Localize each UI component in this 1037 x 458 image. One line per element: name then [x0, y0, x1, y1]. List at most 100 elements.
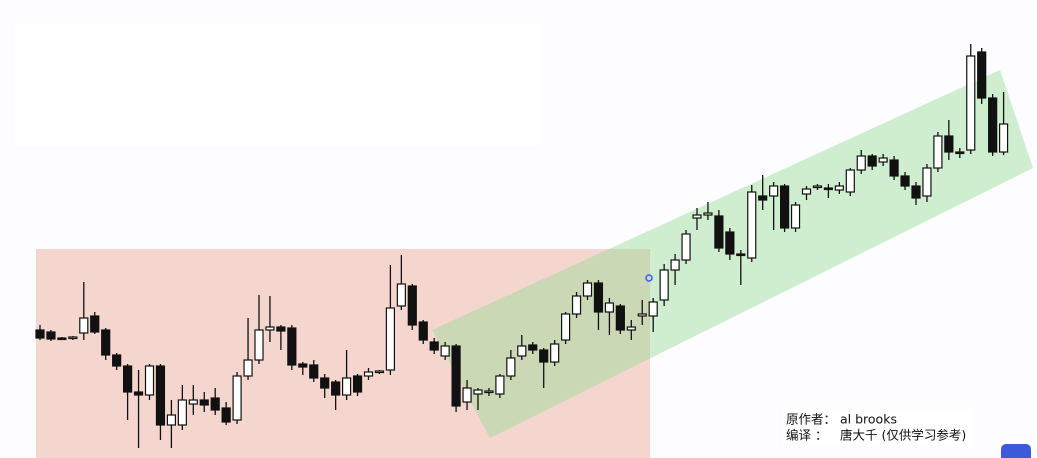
- candle-body: [352, 375, 363, 393]
- candle-body: [374, 370, 385, 374]
- candle-body: [517, 345, 527, 357]
- candle-body: [440, 345, 450, 357]
- candle-body: [495, 375, 505, 395]
- candle-body: [462, 387, 472, 403]
- candle-body: [845, 169, 855, 193]
- note-box: [782, 410, 972, 446]
- candle-body: [626, 326, 636, 331]
- candle-body: [35, 329, 45, 339]
- candle-body: [911, 185, 921, 199]
- candle-body: [418, 321, 428, 341]
- candle-body: [210, 397, 220, 411]
- candle-body: [593, 282, 604, 313]
- candle-body: [977, 51, 987, 99]
- candle-body: [725, 231, 735, 255]
- candle-body: [407, 285, 417, 326]
- candle-body: [309, 364, 319, 379]
- candle-body: [779, 185, 790, 229]
- candle-body: [101, 329, 111, 356]
- candle-body: [933, 135, 943, 169]
- candle-body: [944, 135, 954, 153]
- candle-body: [966, 55, 976, 151]
- candle-body: [867, 155, 877, 167]
- note-label: 原作者：: [786, 412, 836, 427]
- candle-body: [232, 375, 242, 421]
- candle-body: [834, 185, 844, 191]
- candles: [35, 44, 1009, 448]
- candle-body: [144, 365, 155, 396]
- candle-body: [46, 331, 56, 340]
- candle-body: [582, 282, 593, 297]
- candle-body: [769, 185, 779, 197]
- candle-body: [177, 399, 187, 426]
- candle-body: [155, 365, 166, 426]
- candle-body: [801, 188, 812, 195]
- note-text: 唐大千 (仅供学习参考): [840, 428, 966, 443]
- candle-body: [221, 407, 231, 423]
- candle-body: [298, 363, 308, 368]
- candle-body: [331, 381, 341, 396]
- candle-body: [692, 214, 702, 219]
- candle-body: [166, 414, 176, 426]
- candle-body: [560, 313, 571, 341]
- candle-body: [188, 399, 198, 405]
- candle-body: [506, 357, 516, 377]
- candle-body: [889, 159, 899, 177]
- candle-body: [998, 123, 1009, 153]
- note-label: 编译 ：: [786, 428, 827, 443]
- blank-panel: [14, 24, 540, 146]
- candle-body: [112, 354, 122, 367]
- candle-body: [615, 305, 625, 331]
- candle-body: [988, 97, 998, 153]
- candle-body: [878, 157, 888, 163]
- candle-body: [254, 329, 264, 361]
- candle-body: [429, 341, 439, 351]
- candle-body: [133, 391, 144, 396]
- candle-body: [856, 155, 866, 171]
- candle-body: [758, 195, 768, 201]
- candle-body: [287, 327, 297, 366]
- candle-body: [604, 302, 615, 313]
- candle-body: [670, 259, 680, 271]
- candle-body: [747, 191, 757, 259]
- candle-body: [550, 343, 560, 363]
- candle-body: [484, 390, 494, 394]
- candle-body: [363, 371, 374, 377]
- candle-body: [385, 307, 395, 371]
- candle-body: [528, 344, 538, 351]
- candle-body: [681, 233, 691, 261]
- candle-body: [539, 349, 549, 363]
- candle-body: [68, 336, 78, 340]
- candle-body: [265, 326, 275, 331]
- note-text: al brooks: [840, 412, 897, 427]
- candle-body: [955, 151, 965, 155]
- candle-body: [342, 377, 352, 396]
- cursor-dot: [645, 274, 653, 282]
- candle-body: [637, 313, 647, 317]
- candle-body: [823, 187, 834, 191]
- candle-body: [276, 326, 286, 332]
- candle-body: [199, 399, 209, 406]
- candle-body: [703, 212, 713, 216]
- candle-body: [90, 315, 100, 333]
- candle-body: [900, 175, 910, 187]
- candle-body: [473, 389, 483, 395]
- candle-body: [320, 377, 330, 389]
- candle-body: [648, 301, 658, 317]
- candle-body: [812, 185, 823, 189]
- candle-body: [451, 345, 461, 407]
- candle-body: [243, 359, 253, 377]
- candle-body: [396, 283, 406, 307]
- candle-body: [571, 295, 582, 315]
- candle-body: [79, 317, 89, 334]
- candle-body: [57, 337, 67, 341]
- candle-body: [714, 215, 724, 249]
- candle-body: [736, 253, 746, 257]
- candle-body: [790, 204, 801, 229]
- candle-body: [659, 269, 669, 301]
- candle-body: [922, 167, 932, 197]
- candle-body: [122, 365, 133, 393]
- action-button[interactable]: [1001, 444, 1031, 458]
